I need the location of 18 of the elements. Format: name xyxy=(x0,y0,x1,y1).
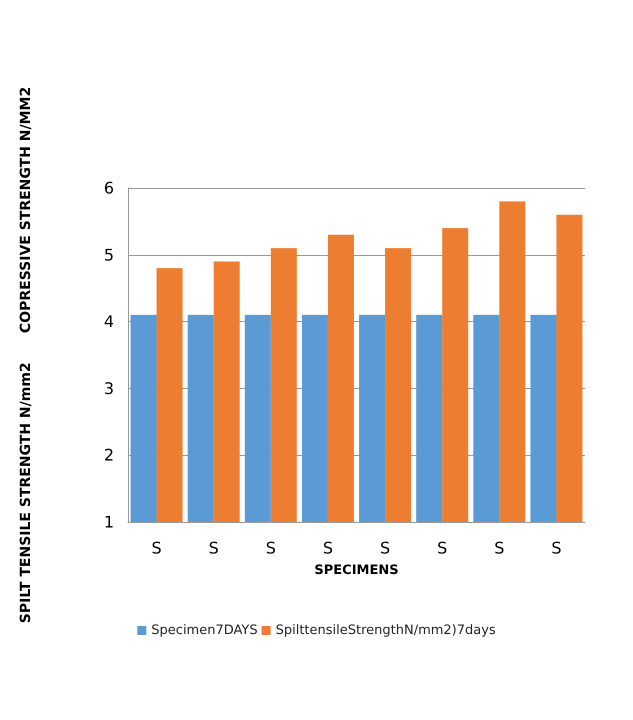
y-tick-label: 2 xyxy=(104,446,114,465)
x-tick-label: S xyxy=(151,538,162,558)
legend-label: SpilttensileStrengthN/mm2)7days xyxy=(276,623,496,638)
y-tick-label: 6 xyxy=(104,178,114,198)
y-axis-title: SPILT TENSILE STRENGTH N/mm2 COPRESSIVE STRENGTH N/MM2 xyxy=(18,86,34,624)
y-tick-label: 1 xyxy=(104,512,114,532)
x-tick-label: S xyxy=(494,538,504,558)
x-tick-label: S xyxy=(208,538,219,558)
x-tick-label: S xyxy=(551,538,562,558)
x-tick-label: S xyxy=(266,538,276,558)
x-tick-label: S xyxy=(437,538,448,558)
x-axis-title: SPECIMENS xyxy=(314,563,399,578)
y-tick-label: 5 xyxy=(104,245,114,264)
x-tick-label: S xyxy=(380,538,390,558)
y-tick-label: 4 xyxy=(104,312,114,332)
legend-label: Specimen7DAYS xyxy=(151,623,258,638)
x-tick-label: S xyxy=(322,538,334,558)
y-tick-label: 3 xyxy=(104,378,114,398)
